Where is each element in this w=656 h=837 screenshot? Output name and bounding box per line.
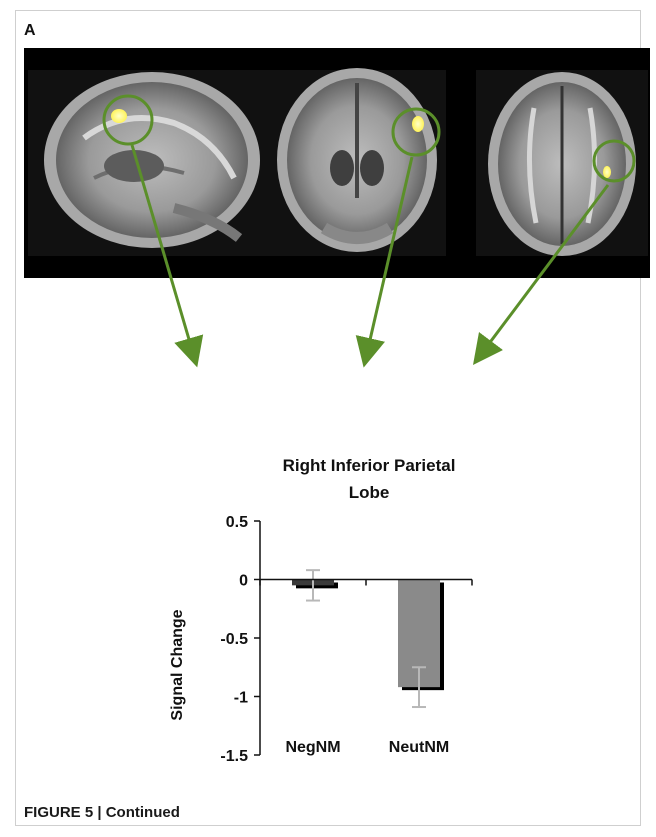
x-tick-label: NeutNM [389, 739, 449, 756]
sagittal-brain-view [28, 70, 270, 256]
activation-cluster [603, 166, 611, 178]
highlight-circle [391, 107, 441, 157]
x-tick-label: NegNM [285, 739, 340, 756]
y-tick-label: -0.5 [220, 631, 248, 648]
y-axis-title: Signal Change [169, 609, 186, 720]
bar-chart: Right Inferior Parietal Lobe Signal Chan… [169, 456, 473, 765]
activation-cluster [412, 116, 424, 132]
bar-shadow [296, 582, 338, 589]
chart-title-line-1: Right Inferior Parietal [283, 456, 456, 475]
y-tick-label: -1 [234, 690, 248, 707]
figure-caption: FIGURE 5 | Continued [24, 804, 180, 821]
y-tick-label: -1.5 [220, 748, 248, 765]
chart-title-line-2: Lobe [349, 483, 390, 502]
arrow-sagittal [130, 144, 204, 368]
highlight-circle [592, 139, 636, 183]
y-tick-label: 0.5 [226, 514, 248, 531]
arrow-axial [473, 184, 610, 365]
y-tick-label: 0 [239, 573, 248, 590]
arrow-coronal [355, 156, 414, 368]
coronal-brain-view [268, 68, 446, 256]
figure-frame [15, 10, 641, 826]
panel-label: A [24, 22, 36, 39]
brain-images [28, 68, 648, 256]
highlight-circle [102, 94, 154, 146]
brain-image-strip [24, 48, 650, 278]
activation-cluster [111, 109, 127, 123]
